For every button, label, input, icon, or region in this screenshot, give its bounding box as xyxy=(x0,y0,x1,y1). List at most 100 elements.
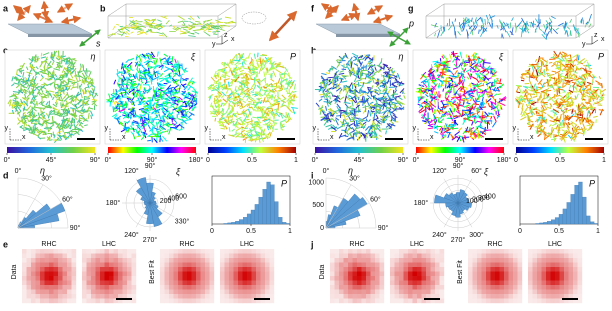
pixel xyxy=(265,290,270,295)
pixel xyxy=(196,294,201,299)
pixel xyxy=(270,294,275,299)
pixel xyxy=(31,263,36,268)
pixel xyxy=(58,272,63,277)
pixel xyxy=(123,272,128,277)
molecule xyxy=(203,21,205,25)
pixel xyxy=(187,267,192,272)
pixel xyxy=(210,263,215,268)
pixel xyxy=(201,299,206,304)
molecule xyxy=(475,101,480,102)
pixel xyxy=(196,281,201,286)
molecule xyxy=(487,19,488,24)
pixel xyxy=(210,281,215,286)
molecule xyxy=(539,29,542,31)
polar-symbol: η xyxy=(40,165,45,175)
molecule xyxy=(134,28,141,29)
pixel xyxy=(252,276,257,281)
column-label: LHC xyxy=(102,241,116,248)
molecule xyxy=(85,88,86,94)
pixel xyxy=(183,263,188,268)
pixel xyxy=(187,285,192,290)
molecule xyxy=(251,92,254,93)
pixel xyxy=(174,263,179,268)
molecule xyxy=(16,79,22,80)
pixel xyxy=(105,263,110,268)
pixel xyxy=(118,290,123,295)
pixel xyxy=(36,299,41,304)
axis-label: z xyxy=(224,32,228,39)
molecule xyxy=(52,116,53,121)
pixel xyxy=(261,267,266,272)
pixel xyxy=(187,290,192,295)
colorbar-tick-label: 0° xyxy=(105,156,112,164)
axis-label: y xyxy=(212,41,216,48)
pixel xyxy=(87,258,92,263)
molecule xyxy=(497,25,498,29)
pixel xyxy=(96,263,101,268)
histogram-bar xyxy=(239,220,243,224)
pixel xyxy=(205,258,210,263)
pixel xyxy=(165,254,170,259)
pixel xyxy=(72,258,77,263)
pixel xyxy=(132,267,137,272)
pixel xyxy=(210,285,215,290)
pixel xyxy=(67,263,72,268)
molecule xyxy=(110,102,111,107)
pixel xyxy=(22,294,27,299)
molecule xyxy=(335,80,336,83)
pixel xyxy=(123,285,128,290)
molecule xyxy=(458,31,461,35)
pixel xyxy=(100,258,105,263)
pixel xyxy=(40,281,45,286)
pixel xyxy=(105,272,110,277)
pixel xyxy=(220,276,225,281)
pixel xyxy=(36,285,41,290)
pixel xyxy=(234,258,239,263)
box-edge xyxy=(108,4,126,16)
panel-label: d xyxy=(3,170,9,180)
molecule xyxy=(176,62,177,69)
pixel xyxy=(261,285,266,290)
molecule xyxy=(113,26,116,30)
pixel xyxy=(187,263,192,268)
pixel xyxy=(67,281,72,286)
pixel xyxy=(105,290,110,295)
pixel xyxy=(127,249,132,254)
pixel xyxy=(63,254,68,259)
polar-angle-label: 270° xyxy=(143,236,158,244)
pixel xyxy=(58,299,63,304)
pixel xyxy=(49,263,54,268)
pixel xyxy=(205,285,210,290)
pixel xyxy=(256,290,261,295)
molecule xyxy=(570,19,572,23)
molecule xyxy=(491,102,492,108)
sample-slab-edge xyxy=(28,34,92,37)
pixel xyxy=(160,258,165,263)
pixel xyxy=(247,276,252,281)
molecule xyxy=(157,20,161,22)
molecule xyxy=(215,118,216,122)
pixel xyxy=(31,254,36,259)
sample-slab-edge xyxy=(336,34,400,37)
pixel xyxy=(27,272,32,277)
molecule xyxy=(70,97,77,98)
column-label: RHC xyxy=(179,241,194,248)
pixel xyxy=(270,281,275,286)
pixel xyxy=(54,254,59,259)
pixel xyxy=(58,276,63,281)
axis-arrow xyxy=(222,40,228,44)
molecule xyxy=(567,27,570,29)
pixel xyxy=(174,267,179,272)
molecule xyxy=(443,104,449,105)
pixel xyxy=(238,272,243,277)
pixel xyxy=(183,294,188,299)
molecule xyxy=(448,25,452,30)
pixel xyxy=(123,281,128,286)
pixel xyxy=(160,272,165,277)
molecule xyxy=(222,108,223,112)
pixel xyxy=(201,254,206,259)
molecule xyxy=(163,33,167,38)
dipole-arrow xyxy=(354,4,358,20)
pixel xyxy=(174,290,179,295)
molecule xyxy=(271,75,272,80)
